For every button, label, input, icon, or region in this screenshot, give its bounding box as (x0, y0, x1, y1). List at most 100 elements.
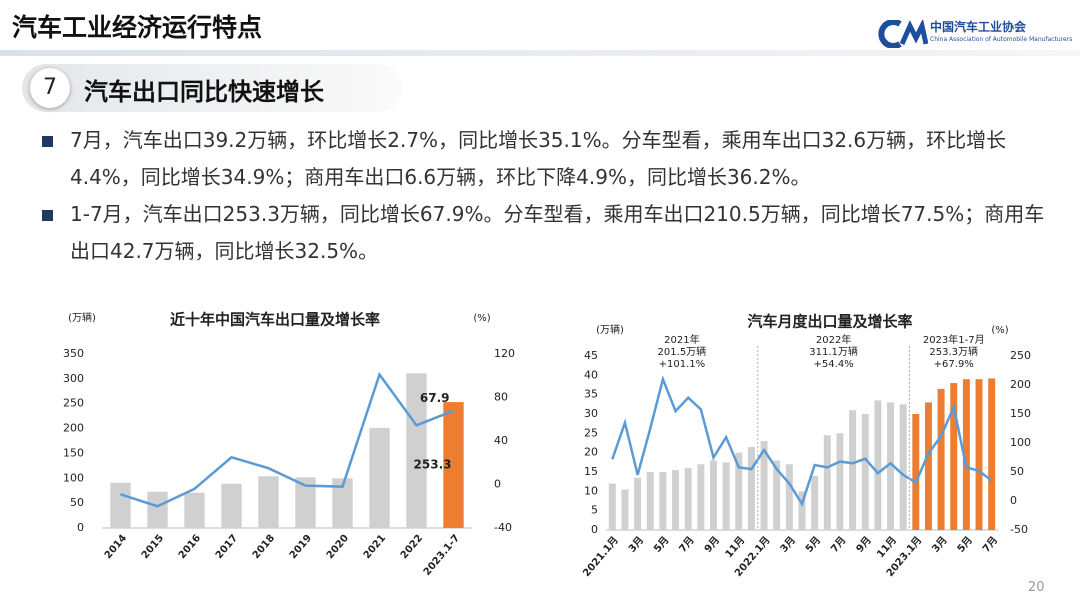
y2-tick-label: 250 (1010, 349, 1031, 362)
bar (295, 477, 316, 528)
x-tick-label: 11月 (723, 534, 748, 560)
bar (785, 464, 793, 530)
header-band (0, 50, 1080, 56)
x-tick-label: 2021.1月 (580, 534, 620, 579)
bar (924, 402, 932, 530)
y-tick-label: 0 (591, 523, 598, 536)
logo-mark (878, 20, 928, 48)
y-unit: (万辆) (68, 311, 96, 324)
y-tick-label: 40 (584, 368, 598, 381)
x-tick-label: 2014 (103, 533, 129, 561)
bar (887, 402, 894, 530)
bar (608, 483, 616, 530)
bar (798, 491, 806, 530)
bar (950, 383, 958, 530)
x-tick-label: 2019 (288, 533, 314, 561)
section-number: 7 (30, 68, 70, 108)
x-tick-label: 3月 (930, 534, 950, 555)
annotation: 2023年1-7月 (923, 333, 985, 346)
y2-tick-label: 40 (494, 434, 508, 447)
x-tick-label: 7月 (828, 534, 848, 555)
x-tick-label: 9月 (702, 534, 722, 555)
y-tick-label: 350 (63, 347, 84, 360)
bar (937, 388, 945, 530)
bar (110, 482, 131, 528)
annotation: +67.9% (934, 359, 974, 370)
y2-tick-label: 120 (494, 347, 515, 360)
bar (722, 462, 730, 530)
y-tick-label: 10 (584, 484, 598, 497)
y2-tick-label: 80 (494, 391, 508, 404)
x-tick-label: 2023.1-7 (422, 533, 462, 578)
annotation: 2021年 (664, 333, 699, 346)
bar (672, 470, 680, 530)
section-title: 汽车出口同比快速增长 (84, 78, 324, 106)
bar (697, 464, 705, 530)
bar (406, 373, 427, 528)
x-tick-label: 5月 (803, 534, 823, 555)
x-tick-label: 2021 (362, 533, 388, 561)
page-number: 20 (1028, 580, 1045, 595)
y2-tick-label: -40 (494, 521, 512, 534)
x-tick-label: 11月 (875, 534, 900, 560)
y-tick-label: 25 (584, 426, 598, 439)
bar (332, 478, 353, 528)
x-tick-label: 9月 (854, 534, 874, 555)
y2-tick-label: 200 (1010, 378, 1031, 391)
y2-unit: (%) (991, 325, 1008, 336)
bar (760, 441, 768, 530)
annotation: +54.4% (814, 359, 854, 370)
annotation: +101.1% (659, 359, 706, 370)
data-label: 253.3 (414, 458, 452, 472)
x-tick-label: 5月 (955, 534, 975, 555)
y-unit: (万辆) (596, 323, 624, 336)
bar (747, 446, 755, 530)
section-bar (22, 64, 402, 112)
y-tick-label: 30 (584, 407, 598, 420)
y-tick-label: 0 (77, 521, 84, 534)
x-tick-label: 3月 (626, 534, 646, 555)
bar (221, 483, 242, 528)
bar (258, 476, 279, 528)
bar (962, 379, 970, 530)
y-tick-label: 150 (63, 446, 84, 459)
bar (735, 452, 743, 530)
bar (773, 460, 781, 530)
bar (443, 402, 464, 528)
bar (634, 477, 642, 530)
y-tick-label: 35 (584, 388, 598, 401)
bar (836, 433, 844, 530)
line (120, 371, 454, 508)
y-tick-label: 250 (63, 397, 84, 410)
bar (147, 491, 168, 528)
y2-tick-label: 0 (1010, 494, 1017, 507)
y2-tick-label: 150 (1010, 407, 1031, 420)
y2-tick-label: -50 (1010, 523, 1028, 536)
annotation: 311.1万辆 (809, 345, 858, 358)
bar (912, 414, 920, 530)
annotation: 2022年 (816, 333, 851, 346)
x-tick-label: 2016 (177, 533, 203, 561)
bullet-text: 1-7月，汽车出口253.3万辆，同比增长67.9%。分车型看，乘用车出口210… (40, 196, 1050, 270)
bar (849, 410, 857, 530)
bar (874, 400, 882, 530)
bar (823, 435, 831, 530)
logo-text: 中国汽车工业协会 (930, 20, 1027, 34)
x-tick-label: 2022 (399, 533, 425, 561)
bar (710, 460, 717, 530)
x-tick-label: 7月 (677, 534, 697, 555)
y2-tick-label: 50 (1010, 465, 1024, 478)
data-label: 67.9 (420, 391, 450, 405)
x-tick-label: 2015 (140, 533, 166, 561)
x-tick-label: 2017 (214, 533, 240, 561)
y2-unit: (%) (473, 313, 490, 324)
y2-tick-label: 0 (494, 478, 501, 491)
annotation: 201.5万辆 (658, 345, 707, 358)
bar (659, 472, 667, 530)
y2-tick-label: 100 (1010, 436, 1031, 449)
bar (184, 492, 205, 528)
y-tick-label: 45 (584, 349, 598, 362)
annotation: 253.3万辆 (929, 345, 978, 358)
